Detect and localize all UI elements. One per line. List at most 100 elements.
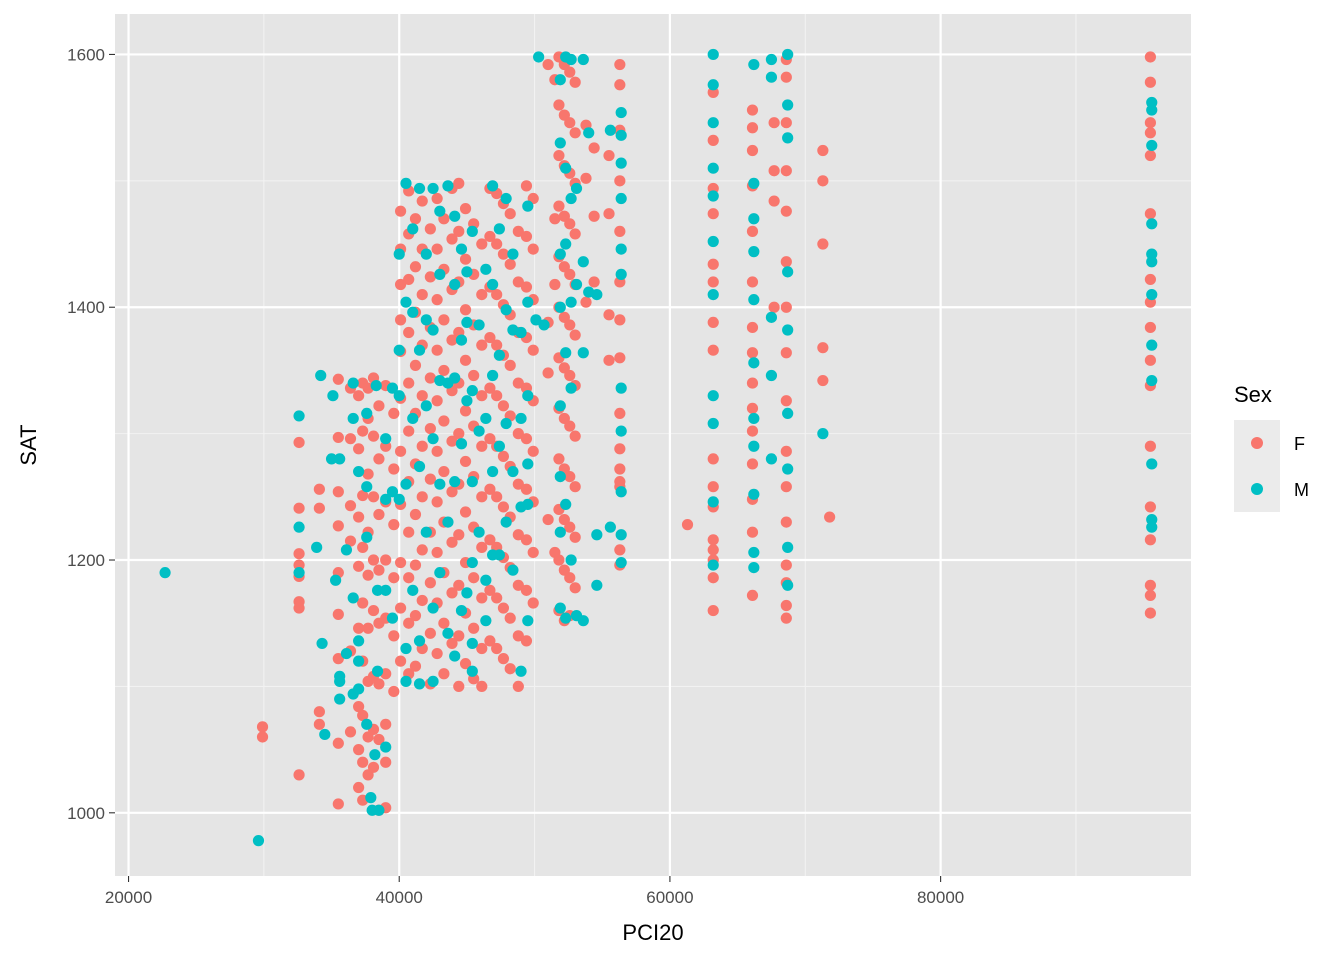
- data-point-f: [707, 534, 719, 546]
- data-point-m: [554, 470, 566, 483]
- data-point-f: [293, 769, 305, 781]
- data-point-f: [459, 203, 472, 215]
- x-tick-label: 60000: [646, 888, 693, 907]
- data-point-m: [330, 574, 342, 586]
- data-point-m: [707, 417, 719, 430]
- data-point-m: [1146, 139, 1158, 152]
- data-point-f: [459, 455, 472, 468]
- data-point-m: [522, 200, 534, 212]
- data-point-m: [427, 324, 439, 336]
- data-point-f: [564, 268, 576, 280]
- data-point-m: [615, 106, 627, 119]
- data-point-m: [765, 71, 778, 83]
- data-point-f: [780, 516, 792, 528]
- data-point-f: [293, 548, 305, 560]
- data-point-f: [380, 718, 392, 730]
- data-point-m: [522, 615, 534, 627]
- data-point-f: [491, 288, 503, 301]
- legend-dot-f: [1251, 437, 1263, 449]
- data-point-m: [373, 804, 385, 816]
- data-point-f: [484, 433, 496, 445]
- data-point-f: [476, 592, 488, 604]
- data-point-m: [554, 400, 566, 412]
- data-point-m: [393, 248, 405, 260]
- data-point-f: [780, 559, 792, 571]
- data-point-m: [782, 579, 794, 591]
- data-point-f: [564, 521, 576, 533]
- data-point-f: [603, 309, 615, 321]
- data-point-f: [780, 205, 792, 217]
- data-point-f: [353, 511, 365, 523]
- data-point-f: [388, 572, 400, 584]
- data-point-f: [353, 443, 365, 455]
- data-point-f: [588, 210, 600, 222]
- data-point-f: [459, 658, 472, 670]
- y-tick-label: 1200: [67, 551, 105, 570]
- data-point-f: [553, 149, 565, 162]
- data-point-f: [431, 344, 443, 356]
- data-point-m: [407, 306, 419, 318]
- data-point-f: [746, 225, 759, 237]
- data-point-f: [504, 663, 516, 675]
- y-axis-ticks: 1000 1200 1400 1600: [67, 45, 115, 823]
- data-point-f: [394, 278, 407, 291]
- data-point-m: [604, 521, 616, 533]
- legend: Sex F M: [1234, 382, 1309, 512]
- data-point-m: [427, 602, 439, 614]
- data-point-f: [504, 258, 516, 270]
- data-point-f: [614, 352, 626, 364]
- data-point-f: [491, 491, 503, 503]
- data-point-m: [393, 493, 405, 505]
- data-point-f: [484, 230, 496, 243]
- data-point-f: [468, 572, 480, 584]
- data-point-f: [446, 233, 458, 245]
- data-point-m: [370, 379, 382, 392]
- data-point-f: [817, 175, 829, 187]
- data-point-m: [507, 248, 519, 260]
- data-point-f: [388, 630, 400, 642]
- data-point-f: [1144, 76, 1156, 88]
- data-point-f: [527, 445, 539, 457]
- data-point-f: [746, 402, 759, 414]
- data-point-f: [388, 463, 400, 475]
- data-point-m: [748, 58, 760, 71]
- data-point-m: [500, 516, 512, 528]
- data-point-m: [386, 486, 399, 498]
- data-point-f: [707, 258, 719, 270]
- data-point-m: [748, 213, 760, 225]
- data-point-m: [765, 453, 778, 465]
- data-point-m: [159, 567, 171, 579]
- data-point-m: [334, 693, 346, 705]
- data-point-f: [491, 592, 503, 604]
- data-point-f: [768, 195, 780, 207]
- data-point-f: [549, 213, 561, 225]
- data-point-f: [388, 685, 400, 698]
- data-point-m: [765, 369, 778, 382]
- data-point-f: [707, 208, 719, 220]
- data-point-m: [817, 428, 829, 440]
- data-point-m: [748, 294, 760, 306]
- data-point-f: [491, 390, 503, 402]
- data-point-m: [407, 412, 419, 425]
- data-point-m: [577, 615, 589, 627]
- data-point-f: [367, 554, 380, 566]
- data-point-m: [707, 288, 719, 301]
- data-point-m: [473, 526, 485, 538]
- series-f: [256, 51, 1156, 816]
- legend-title: Sex: [1234, 382, 1272, 407]
- data-point-m: [782, 541, 794, 553]
- data-point-f: [780, 117, 792, 129]
- data-point-m: [413, 460, 426, 473]
- data-point-m: [554, 301, 566, 313]
- data-point-m: [565, 192, 577, 205]
- data-point-f: [817, 238, 829, 250]
- data-point-m: [565, 382, 577, 394]
- data-point-f: [1144, 127, 1156, 139]
- data-point-f: [438, 465, 450, 478]
- data-point-m: [473, 319, 485, 331]
- data-point-m: [707, 190, 719, 202]
- data-point-f: [357, 541, 369, 553]
- data-point-f: [476, 491, 488, 503]
- legend-dot-m: [1251, 483, 1263, 495]
- data-point-m: [615, 243, 627, 255]
